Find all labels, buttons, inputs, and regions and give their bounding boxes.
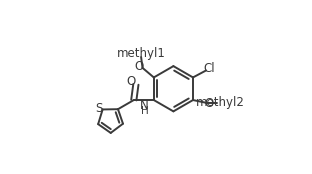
Text: methyl2: methyl2 <box>196 96 245 109</box>
Text: O: O <box>205 97 214 110</box>
Text: O: O <box>134 60 143 73</box>
Text: O: O <box>126 75 136 88</box>
Text: S: S <box>95 102 103 115</box>
Text: N: N <box>140 99 149 112</box>
Text: methyl1: methyl1 <box>117 48 166 60</box>
Text: Cl: Cl <box>204 62 215 75</box>
Text: H: H <box>141 106 149 116</box>
